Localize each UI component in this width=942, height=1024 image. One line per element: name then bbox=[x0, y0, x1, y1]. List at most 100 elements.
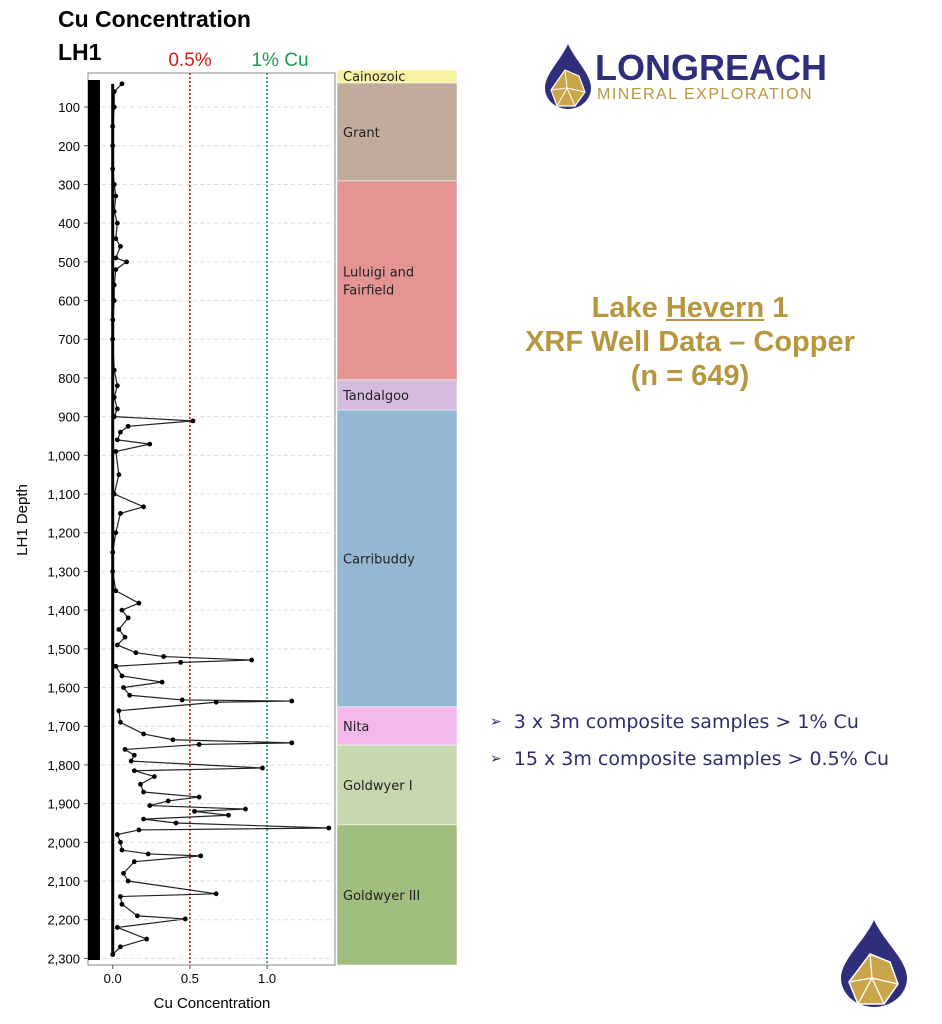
data-point bbox=[110, 336, 116, 342]
bullet-list: ➢ 3 x 3m composite samples > 1% Cu ➢ 15 x … bbox=[490, 703, 889, 777]
data-point bbox=[226, 812, 231, 818]
formation-band bbox=[336, 706, 458, 746]
data-point bbox=[119, 607, 125, 613]
y-tick-label: 2,300 bbox=[47, 951, 80, 966]
data-point bbox=[114, 437, 120, 443]
data-point bbox=[128, 758, 134, 764]
data-point bbox=[136, 827, 142, 833]
formation-label-line: Luluigi and bbox=[343, 265, 414, 280]
data-point bbox=[110, 569, 116, 574]
plot-frame bbox=[87, 72, 336, 966]
data-point bbox=[113, 663, 119, 669]
data-point bbox=[116, 627, 122, 632]
data-point bbox=[145, 851, 151, 857]
formation-label-line: Tandalgoo bbox=[342, 389, 409, 404]
formation-label: Goldwyer I bbox=[343, 779, 413, 794]
data-point bbox=[182, 916, 188, 922]
data-point bbox=[144, 936, 150, 942]
headline-line2: XRF Well Data – Copper bbox=[525, 326, 855, 358]
formation-label-line: Grant bbox=[343, 126, 380, 141]
data-point bbox=[114, 925, 120, 930]
arrow-right-icon: ➢ bbox=[490, 713, 502, 730]
data-point bbox=[110, 549, 116, 555]
y-tick-label: 1,200 bbox=[47, 526, 80, 541]
data-point bbox=[110, 166, 116, 172]
data-point bbox=[114, 642, 120, 648]
data-point bbox=[114, 406, 120, 412]
data-point bbox=[119, 847, 125, 853]
data-point bbox=[121, 870, 126, 876]
data-point bbox=[192, 808, 197, 814]
data-point bbox=[127, 692, 133, 698]
data-point bbox=[122, 747, 128, 752]
data-point bbox=[111, 491, 117, 497]
data-point bbox=[118, 243, 123, 249]
data-point bbox=[113, 588, 119, 594]
arrow-right-icon: ➢ bbox=[490, 750, 502, 767]
formation-label: Cainozoic bbox=[343, 70, 405, 85]
y-axis-label: LH1 Depth bbox=[14, 484, 31, 556]
data-point bbox=[178, 659, 184, 665]
y-tick-label: 1,000 bbox=[47, 448, 80, 463]
y-tick-label: 1,800 bbox=[47, 758, 80, 773]
data-point bbox=[110, 124, 116, 129]
data-point bbox=[111, 209, 117, 214]
data-point bbox=[114, 220, 120, 226]
data-point bbox=[289, 740, 295, 746]
data-point bbox=[119, 901, 125, 907]
data-point bbox=[213, 699, 219, 705]
data-point bbox=[119, 81, 125, 87]
formation-label-line: Goldwyer I bbox=[343, 779, 413, 794]
logo-subtitle: MINERAL EXPLORATION bbox=[597, 86, 814, 103]
data-point bbox=[118, 429, 123, 435]
data-point bbox=[179, 697, 185, 703]
data-point bbox=[147, 803, 153, 808]
y-tick-label: 1,600 bbox=[47, 681, 80, 696]
data-point bbox=[116, 472, 122, 478]
y-tick-label: 2,200 bbox=[47, 913, 80, 928]
data-point bbox=[118, 944, 123, 950]
data-point bbox=[110, 317, 116, 323]
data-point bbox=[125, 878, 131, 884]
data-point bbox=[161, 654, 167, 659]
data-point bbox=[114, 832, 120, 837]
data-point bbox=[243, 806, 248, 812]
data-point bbox=[113, 449, 119, 454]
bullet-text: 15 x 3m composite samples > 0.5% Cu bbox=[513, 747, 890, 770]
data-point bbox=[118, 719, 123, 725]
longreach-logo: LONGREACH MINERAL EXPLORATION bbox=[543, 42, 827, 110]
chart-title: Cu Concentration bbox=[58, 6, 251, 32]
data-point bbox=[111, 367, 117, 373]
headline-number: 1 bbox=[764, 292, 789, 324]
data-point bbox=[138, 781, 143, 787]
y-tick-label: 1,900 bbox=[47, 797, 80, 812]
y-tick-label: 500 bbox=[58, 255, 80, 270]
x-tick-label: 0.5 bbox=[181, 971, 199, 986]
data-point bbox=[110, 143, 116, 149]
x-tick-label: 1.0 bbox=[258, 971, 276, 986]
formation-band bbox=[336, 824, 458, 966]
data-point bbox=[151, 774, 157, 779]
y-tick-label: 300 bbox=[58, 177, 80, 192]
formation-band bbox=[336, 379, 458, 411]
chart-subtitle: LH1 bbox=[58, 39, 102, 65]
data-point bbox=[165, 798, 171, 804]
y-tick-label: 900 bbox=[58, 410, 80, 425]
y-tick-label: 200 bbox=[58, 139, 80, 154]
data-point bbox=[119, 673, 125, 679]
y-tick-label: 1,100 bbox=[47, 487, 80, 502]
formation-label: Luluigi and Fairfield bbox=[343, 265, 414, 298]
drop-gem-icon bbox=[545, 44, 591, 109]
data-point bbox=[198, 853, 204, 859]
data-point bbox=[113, 267, 119, 272]
headline-text: Lake bbox=[591, 292, 666, 324]
data-point bbox=[118, 894, 123, 899]
data-point bbox=[111, 182, 117, 187]
threshold-label-05: 0.5% bbox=[168, 50, 211, 71]
data-point bbox=[260, 765, 265, 771]
headline-line1: Lake Hevern 1 bbox=[470, 292, 910, 325]
data-point bbox=[118, 510, 123, 516]
formation-band bbox=[336, 82, 458, 182]
data-point bbox=[111, 89, 117, 94]
data-point bbox=[111, 394, 117, 400]
